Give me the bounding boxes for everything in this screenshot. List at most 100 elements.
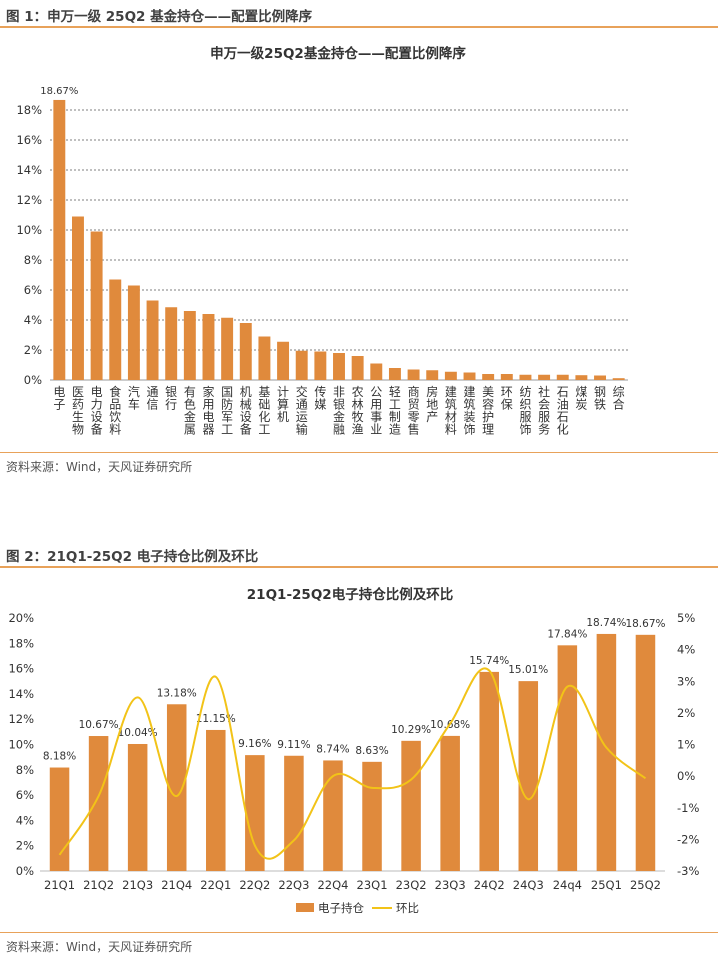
bar-23Q2 (401, 740, 421, 871)
x-tick-label: 钢铁 (594, 385, 606, 412)
bar-data-label: 8.18% (43, 751, 76, 763)
y-tick-label: 10% (16, 223, 42, 237)
x-tick-label: 21Q4 (161, 878, 192, 892)
x-tick-label: 电力设备 (91, 385, 103, 437)
bar-环保 (500, 374, 513, 380)
x-tick-label: 通信 (147, 385, 159, 412)
x-tick-label: 24q4 (553, 878, 582, 892)
bar-农林牧渔 (351, 356, 364, 380)
x-tick-label: 24Q2 (474, 878, 505, 892)
x-tick-label: 建筑材料 (445, 385, 457, 437)
bar-钢铁 (594, 375, 606, 380)
x-tick-label: 22Q2 (239, 878, 270, 892)
x-tick-label: 电子 (53, 385, 65, 412)
x-tick-label: 25Q1 (591, 878, 622, 892)
figure2-source-rule (0, 932, 718, 933)
bar-data-label: 15.01% (508, 664, 548, 676)
y-tick-label: 18% (16, 103, 42, 117)
chart1: 申万一级25Q2基金持仓——配置比例降序 0% 2% 4% 6% 8% 10% 12% 14% 1… (16, 45, 628, 437)
x-tick-label: 石油石化 (557, 385, 569, 437)
y-right-tick-label: -3% (677, 864, 699, 878)
data-label: 18.67% (40, 86, 78, 97)
y-left-tick-label: 4% (16, 813, 34, 827)
x-tick-label: 社会服务 (538, 384, 550, 437)
series-line-环比 (58, 667, 647, 860)
x-tick-label: 煤炭 (575, 385, 587, 412)
x-tick-label: 非银金融 (333, 385, 345, 437)
bar-22Q1 (206, 729, 226, 871)
y-right-tick-label: -2% (677, 832, 699, 846)
x-tick-label: 汽车 (128, 384, 140, 412)
bar-25Q2 (635, 634, 656, 871)
y-tick-label: 8% (24, 253, 42, 267)
chart2: 21Q1-25Q2电子持仓比例及环比 0% 2% 4% 6% 8% 10% 12% 14% 16%… (8, 586, 699, 915)
bar-医药生物 (72, 216, 84, 380)
figure2-caption: 图 2：21Q1-25Q2 电子持仓比例及环比 (6, 549, 259, 565)
y-left-tick-label: 2% (16, 839, 34, 853)
x-tick-label: 21Q3 (122, 878, 153, 892)
x-tick-label: 21Q1 (44, 878, 75, 892)
x-tick-label: 基础化工 (258, 385, 270, 437)
y-right-tick-label: 2% (677, 706, 695, 720)
bar-data-label: 8.63% (355, 745, 388, 757)
bar-22Q4 (323, 760, 343, 871)
x-tick-label: 环保 (501, 385, 513, 412)
bar-商贸零售 (407, 369, 420, 380)
y-tick-label: 16% (16, 133, 42, 147)
y-left-tick-label: 16% (8, 662, 34, 676)
x-tick-label: 家用电器 (202, 384, 214, 437)
x-tick-label: 21Q2 (83, 878, 114, 892)
x-tick-label: 食品饮料 (109, 384, 121, 437)
bar-美容护理 (482, 374, 495, 380)
bar-data-label: 18.74% (586, 617, 626, 629)
y-right-tick-label: 5% (677, 611, 695, 625)
bar-21Q1 (49, 767, 70, 871)
bar-data-label: 17.84% (547, 628, 587, 640)
bar-银行 (165, 307, 178, 380)
bar-基础化工 (258, 336, 271, 380)
figure2-source: 资料来源：Wind，天风证券研究所 (6, 940, 193, 954)
y-tick-label: 14% (16, 163, 42, 177)
bar-纺织服饰 (519, 374, 532, 380)
bar-24q4 (557, 645, 578, 871)
bar-24Q2 (479, 671, 499, 871)
bar-通信 (146, 300, 159, 380)
y-right-tick-label: 4% (677, 643, 695, 657)
figure2-rule (0, 566, 718, 568)
bar-21Q3 (127, 743, 148, 871)
bar-data-label: 13.18% (157, 687, 197, 699)
x-tick-label: 22Q4 (317, 878, 348, 892)
bar-石油石化 (556, 374, 569, 380)
bar-汽车 (127, 285, 140, 380)
x-tick-label: 机械设备 (240, 385, 252, 437)
figure1-source-rule (0, 452, 718, 453)
bar-21Q2 (88, 736, 109, 871)
bar-房地产 (426, 370, 439, 380)
y-left-tick-label: 8% (16, 763, 34, 777)
chart2-title: 21Q1-25Q2电子持仓比例及环比 (247, 586, 453, 603)
bar-有色金属 (183, 311, 196, 380)
bar-传媒 (314, 351, 327, 380)
figure1-rule (0, 26, 718, 28)
bar-data-label: 10.04% (118, 727, 158, 739)
bar-data-label: 10.67% (79, 719, 119, 731)
y-right-tick-label: 3% (677, 674, 695, 688)
bar-综合 (612, 378, 625, 380)
legend-label-line: 环比 (396, 901, 419, 915)
x-tick-label: 银行 (165, 385, 177, 412)
bar-公用事业 (370, 363, 383, 380)
bar-data-label: 8.74% (316, 743, 349, 755)
y-left-tick-label: 20% (8, 611, 34, 625)
y-right-tick-label: 1% (677, 738, 695, 752)
bar-24Q3 (518, 681, 539, 871)
x-tick-label: 医药生物 (72, 385, 84, 437)
bar-data-label: 9.11% (277, 739, 310, 751)
y-tick-label: 6% (24, 283, 42, 297)
bar-建筑装饰 (463, 372, 476, 380)
x-tick-label: 25Q2 (630, 878, 661, 892)
x-tick-label: 轻工制造 (389, 385, 401, 437)
bar-22Q2 (245, 755, 265, 871)
bar-社会服务 (538, 374, 551, 380)
y-left-tick-label: 18% (8, 636, 34, 650)
x-tick-label: 23Q2 (396, 878, 427, 892)
